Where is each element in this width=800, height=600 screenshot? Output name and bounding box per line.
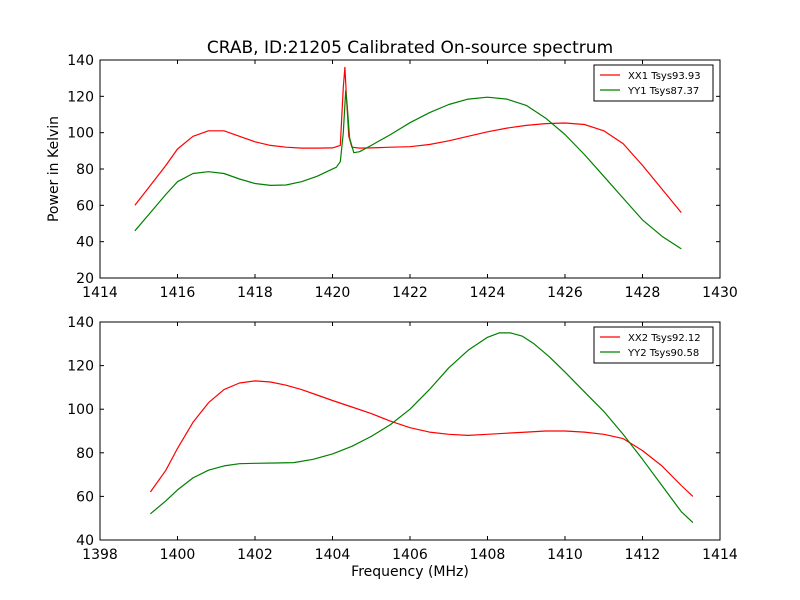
top-legend: XX1 Tsys93.93 YY1 Tsys87.37 — [593, 64, 714, 102]
top-y-tick-label: 60 — [76, 198, 94, 214]
top-x-tick-label: 1416 — [160, 285, 196, 301]
top-chart: 1414 1416 1418 1420 1422 1424 1426 1428 1430 20 40… — [67, 53, 738, 301]
bottom-y-tick-label: 80 — [76, 446, 94, 462]
top-x-tick-label: 1420 — [315, 285, 351, 301]
bottom-series-line-2 — [150, 332, 694, 524]
bottom-x-tick-label: 1398 — [82, 547, 118, 563]
top-y-tick-label: 100 — [67, 126, 94, 142]
bottom-x-tick-label: 1400 — [160, 547, 196, 563]
bottom-x-tick-label: 1414 — [702, 547, 738, 563]
bottom-x-tick-label: 1406 — [392, 547, 428, 563]
top-y-tick-label: 120 — [67, 89, 94, 105]
bottom-x-tick-label: 1408 — [470, 547, 506, 563]
bottom-y-tick-label: 100 — [67, 402, 94, 418]
top-legend-box — [593, 64, 714, 102]
top-x-tick-label: 1430 — [702, 285, 738, 301]
bottom-x-axis-label: Frequency (MHz) — [351, 564, 469, 580]
top-y-tick-label: 140 — [67, 53, 94, 69]
top-x-tick-label: 1428 — [625, 285, 661, 301]
bottom-x-tick-label: 1404 — [315, 547, 351, 563]
top-x-tick-label: 1414 — [82, 285, 118, 301]
bottom-x-tick-label: 1410 — [547, 547, 583, 563]
bottom-x-tick-label: 1402 — [237, 547, 273, 563]
top-x-tick-label: 1424 — [470, 285, 506, 301]
top-series-line-2 — [134, 90, 682, 250]
chart-title: CRAB, ID:21205 Calibrated On-source spec… — [207, 38, 613, 58]
bottom-legend-box — [593, 326, 714, 364]
top-x-tick-label: 1418 — [237, 285, 273, 301]
bottom-legend: XX2 Tsys92.12 YY2 Tsys90.58 — [593, 326, 714, 364]
bottom-y-tick-label: 120 — [67, 359, 94, 375]
bottom-chart: 1398 1400 1402 1404 1406 1408 1410 1412 1414 40 60… — [67, 315, 738, 563]
bottom-y-tick-label: 40 — [76, 533, 94, 549]
bottom-y-tick-label: 60 — [76, 489, 94, 505]
bottom-legend-label-1: XX2 Tsys92.12 — [628, 333, 701, 344]
top-y-tick-label: 80 — [76, 162, 94, 178]
top-y-tick-label: 40 — [76, 235, 94, 251]
bottom-legend-label-2: YY2 Tsys90.58 — [627, 348, 699, 359]
top-y-axis-label: Power in Kelvin — [46, 116, 62, 222]
top-legend-label-1: XX1 Tsys93.93 — [628, 71, 701, 82]
top-x-tick-label: 1426 — [547, 285, 583, 301]
bottom-x-tick-label: 1412 — [625, 547, 661, 563]
top-legend-label-2: YY1 Tsys87.37 — [627, 86, 699, 97]
bottom-series-line-1 — [149, 380, 694, 497]
bottom-y-tick-label: 140 — [67, 315, 94, 331]
top-y-tick-label: 20 — [76, 271, 94, 287]
top-x-tick-label: 1422 — [392, 285, 428, 301]
